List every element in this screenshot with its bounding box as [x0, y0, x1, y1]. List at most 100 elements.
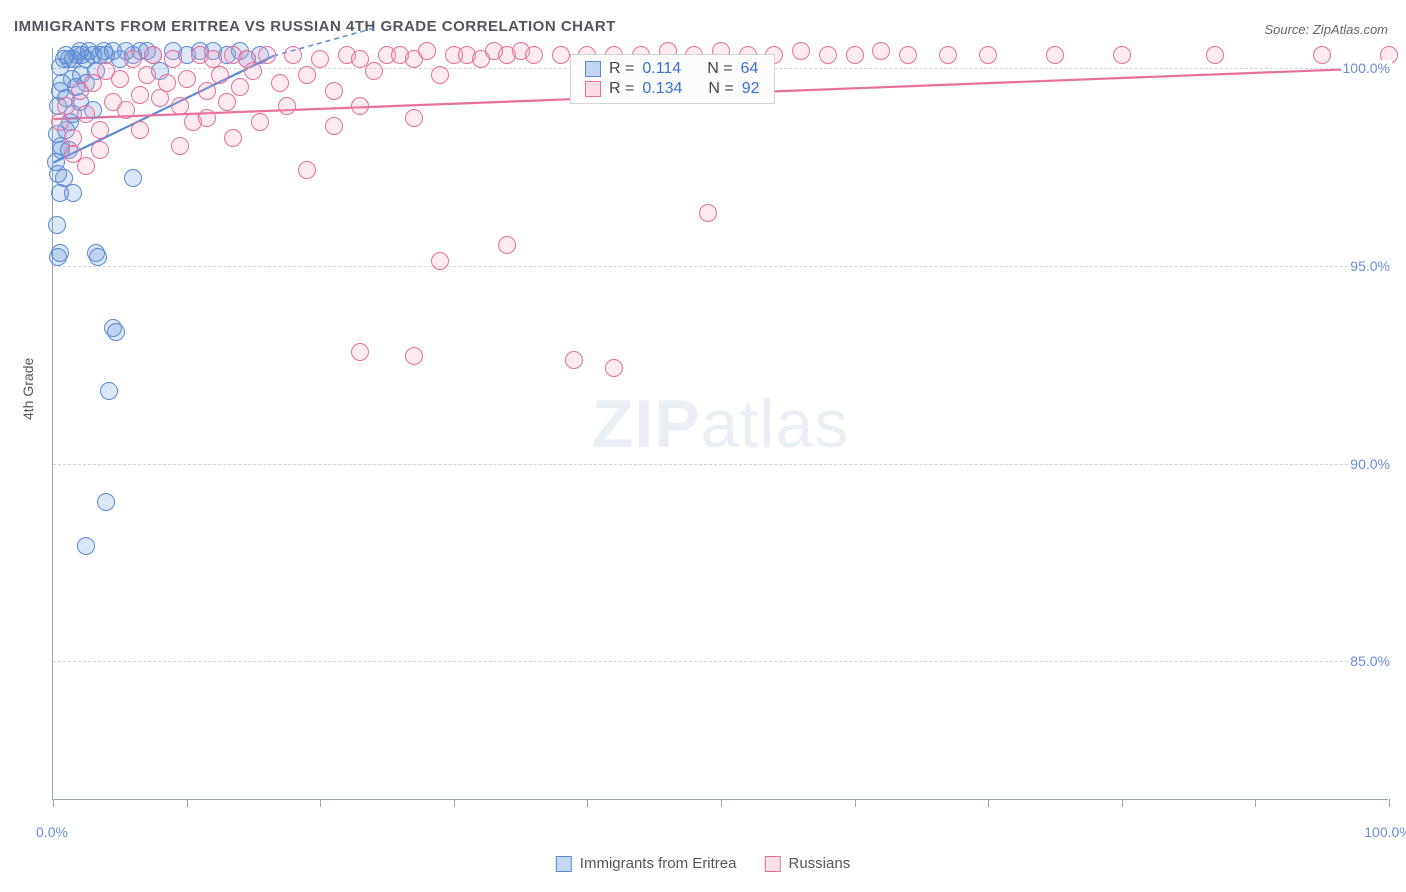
- point-russian: [498, 236, 516, 254]
- point-russian: [298, 161, 316, 179]
- point-russian: [405, 109, 423, 127]
- point-russian: [144, 46, 162, 64]
- point-russian: [124, 50, 142, 68]
- point-russian: [325, 117, 343, 135]
- x-tick: [187, 799, 188, 807]
- r-label: R =: [609, 60, 634, 78]
- point-russian: [431, 252, 449, 270]
- point-russian: [605, 359, 623, 377]
- correlation-stats-box: R = 0.114 N = 64 R = 0.134 N = 92: [570, 54, 775, 104]
- point-russian: [111, 70, 129, 88]
- source-attribution: Source: ZipAtlas.com: [1264, 22, 1388, 37]
- point-russian: [218, 93, 236, 111]
- point-eritrea: [64, 184, 82, 202]
- y-gridline: [53, 266, 1388, 267]
- point-russian: [131, 86, 149, 104]
- point-russian: [151, 89, 169, 107]
- point-russian: [325, 82, 343, 100]
- stats-row-series2: R = 0.134 N = 92: [571, 79, 774, 99]
- x-tick: [1255, 799, 1256, 807]
- point-russian: [1206, 46, 1224, 64]
- point-russian: [284, 46, 302, 64]
- legend-swatch-series2: [765, 856, 781, 872]
- point-russian: [51, 113, 69, 131]
- r-value-series1: 0.114: [642, 60, 681, 78]
- point-russian: [1113, 46, 1131, 64]
- point-russian: [979, 46, 997, 64]
- point-eritrea: [77, 537, 95, 555]
- x-tick: [454, 799, 455, 807]
- point-russian: [211, 66, 229, 84]
- point-eritrea: [100, 382, 118, 400]
- point-russian: [131, 121, 149, 139]
- n-value-series2: 92: [742, 80, 760, 98]
- legend-label-series2: Russians: [789, 855, 851, 872]
- n-label: N =: [707, 60, 732, 78]
- point-russian: [552, 46, 570, 64]
- legend-item-series2: Russians: [765, 855, 851, 872]
- point-russian: [846, 46, 864, 64]
- x-tick-label: 100.0%: [1364, 824, 1406, 840]
- x-tick: [587, 799, 588, 807]
- stats-row-series1: R = 0.114 N = 64: [571, 59, 774, 79]
- x-tick: [988, 799, 989, 807]
- x-tick: [1122, 799, 1123, 807]
- trend-lines-svg: [53, 48, 1388, 799]
- swatch-series1: [585, 61, 601, 77]
- y-gridline: [53, 464, 1388, 465]
- x-tick-label: 0.0%: [36, 824, 68, 840]
- x-tick: [53, 799, 54, 807]
- point-eritrea: [89, 248, 107, 266]
- y-tick-label: 95.0%: [1348, 258, 1392, 274]
- y-tick-label: 90.0%: [1348, 456, 1392, 472]
- point-russian: [171, 137, 189, 155]
- x-tick: [1389, 799, 1390, 807]
- point-russian: [1046, 46, 1064, 64]
- point-eritrea: [107, 323, 125, 341]
- legend-label-series1: Immigrants from Eritrea: [580, 855, 737, 872]
- n-value-series1: 64: [741, 60, 759, 78]
- r-value-series2: 0.134: [642, 80, 682, 98]
- point-eritrea: [48, 216, 66, 234]
- point-russian: [311, 50, 329, 68]
- point-russian: [171, 97, 189, 115]
- point-russian: [899, 46, 917, 64]
- point-russian: [91, 141, 109, 159]
- x-tick: [721, 799, 722, 807]
- point-russian: [258, 46, 276, 64]
- bottom-legend: Immigrants from Eritrea Russians: [556, 855, 850, 872]
- point-russian: [224, 129, 242, 147]
- n-label: N =: [708, 80, 733, 98]
- point-russian: [365, 62, 383, 80]
- chart-title: IMMIGRANTS FROM ERITREA VS RUSSIAN 4TH G…: [14, 18, 616, 35]
- point-russian: [57, 97, 75, 115]
- point-russian: [351, 97, 369, 115]
- point-russian: [117, 101, 135, 119]
- point-russian: [164, 50, 182, 68]
- y-tick-label: 100.0%: [1341, 60, 1392, 76]
- point-eritrea: [124, 169, 142, 187]
- point-russian: [251, 113, 269, 131]
- point-russian: [244, 62, 262, 80]
- point-russian: [231, 78, 249, 96]
- point-russian: [77, 105, 95, 123]
- point-russian: [298, 66, 316, 84]
- point-eritrea: [97, 493, 115, 511]
- point-russian: [565, 351, 583, 369]
- point-russian: [872, 42, 890, 60]
- x-tick: [855, 799, 856, 807]
- x-tick: [320, 799, 321, 807]
- legend-swatch-series1: [556, 856, 572, 872]
- r-label: R =: [609, 80, 634, 98]
- y-gridline: [53, 661, 1388, 662]
- point-russian: [198, 82, 216, 100]
- point-russian: [77, 157, 95, 175]
- swatch-series2: [585, 81, 601, 97]
- point-russian: [178, 70, 196, 88]
- point-russian: [405, 347, 423, 365]
- legend-item-series1: Immigrants from Eritrea: [556, 855, 737, 872]
- point-russian: [138, 66, 156, 84]
- point-russian: [792, 42, 810, 60]
- point-russian: [699, 204, 717, 222]
- y-axis-label: 4th Grade: [20, 358, 36, 420]
